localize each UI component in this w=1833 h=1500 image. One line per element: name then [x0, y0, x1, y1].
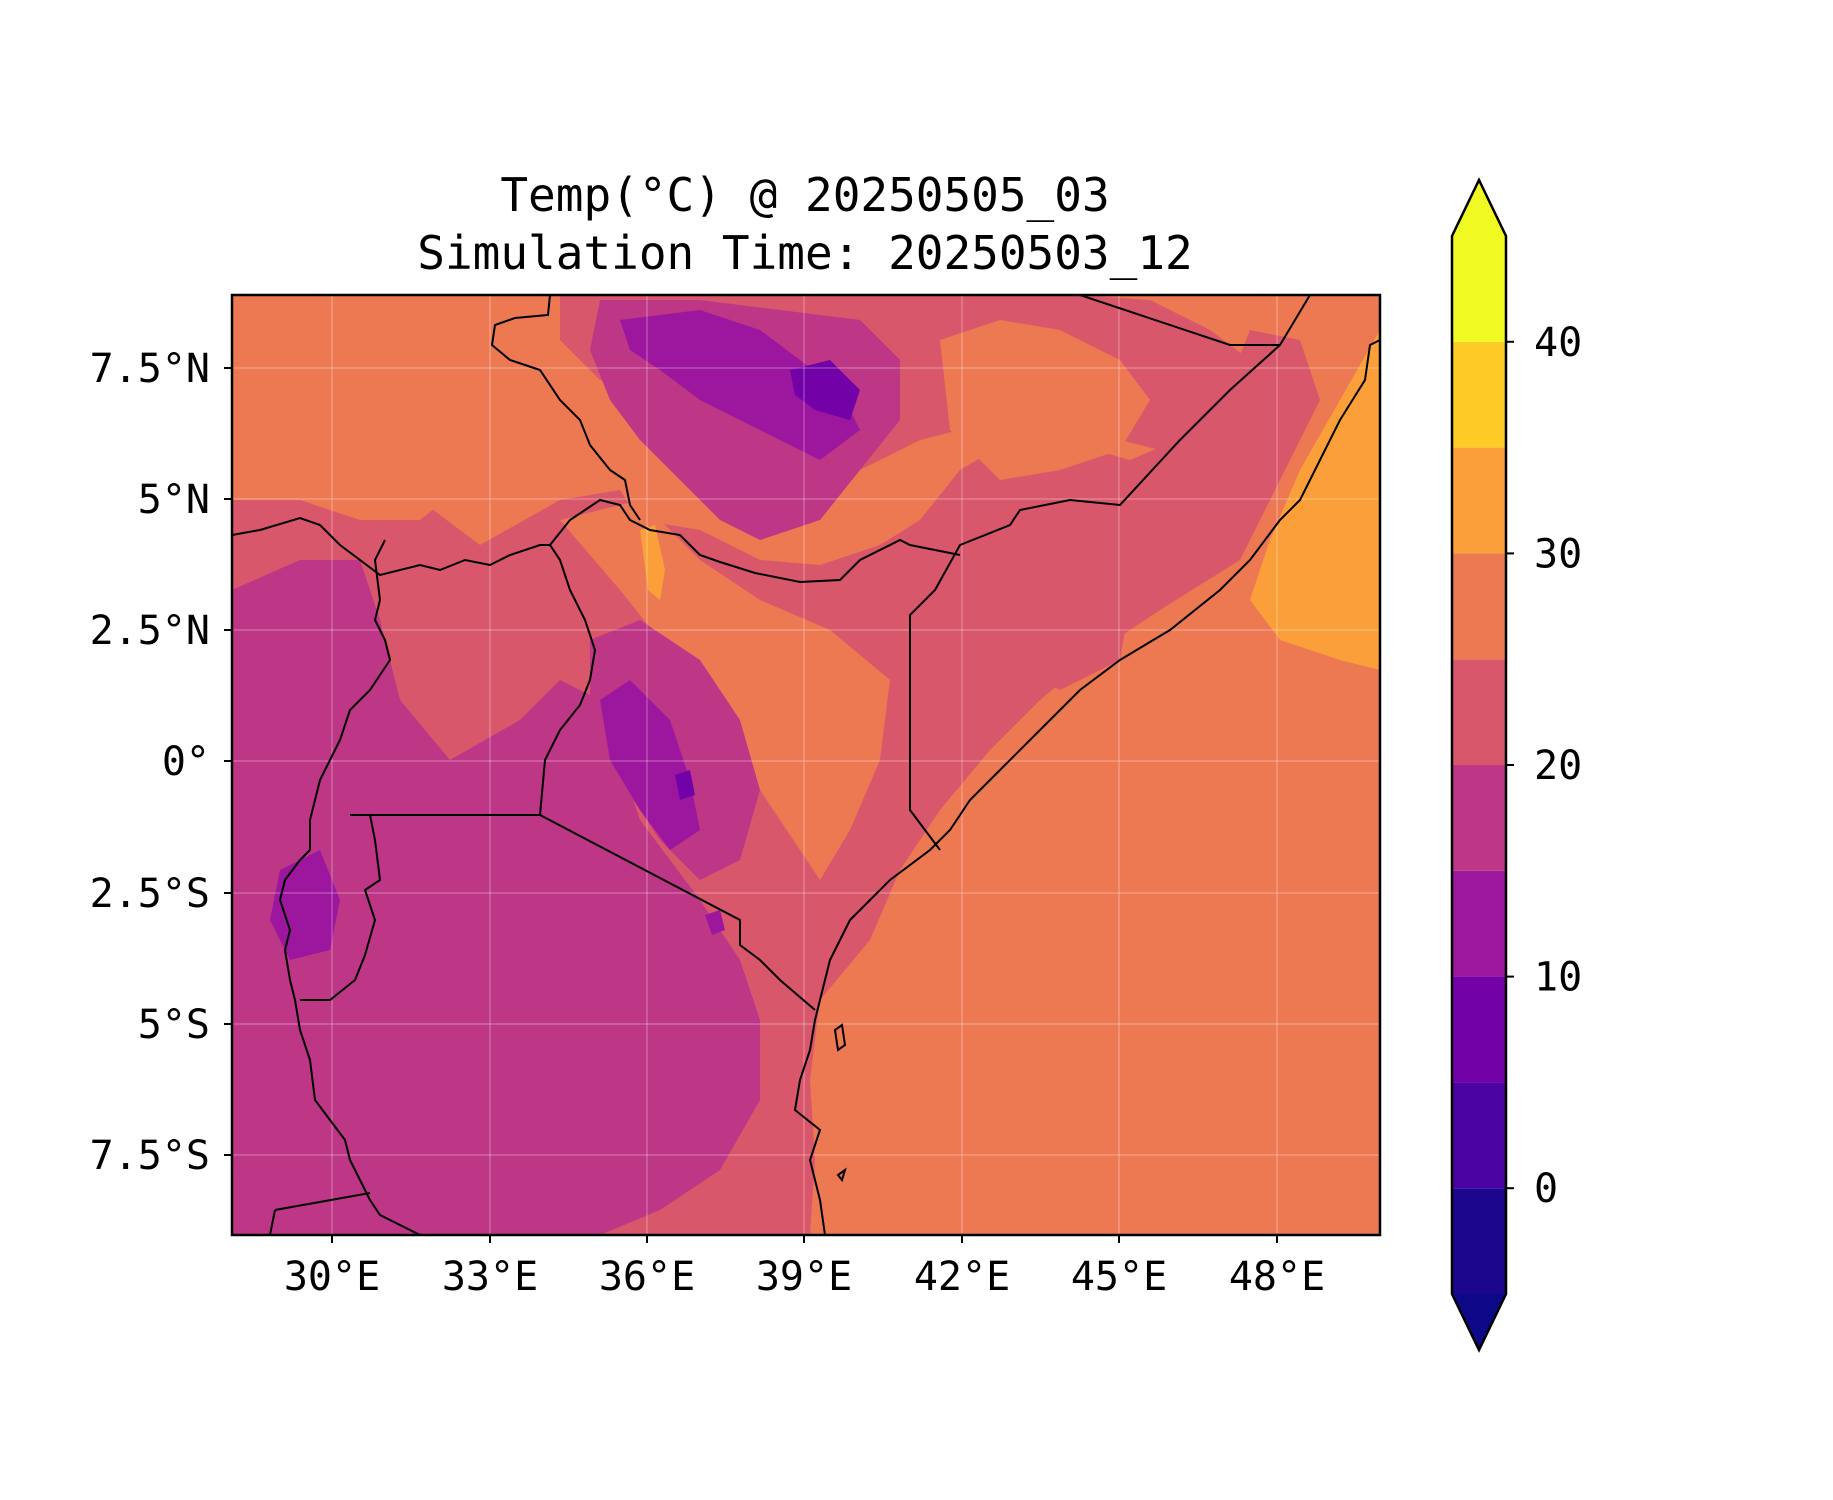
y-tick-label: 7.5°S: [90, 1133, 210, 1179]
border-ethiopia-somalia: [909, 295, 1311, 851]
band-25-30-north-plain: [232, 295, 560, 520]
coastline-east-africa: [793, 339, 1380, 1235]
y-tick-label: 0°: [162, 739, 210, 785]
x-tick-label: 36°E: [599, 1254, 695, 1300]
border-kenya-tanzania: [539, 814, 816, 1011]
colorbar-tick-label: 20: [1534, 743, 1582, 789]
colorbar-band: [1452, 976, 1506, 1083]
border-somaliland: [1079, 295, 1280, 346]
x-tick-label: 45°E: [1071, 1254, 1167, 1300]
x-axis: 30°E 33°E 36°E 39°E 42°E 45°E 48°E: [284, 1235, 1325, 1300]
border-lake-tanganyika: [279, 899, 421, 1235]
band-20-25-east-blob: [980, 560, 1130, 690]
band-30-35-somali-sea: [1250, 330, 1380, 670]
map-subtitle: Simulation Time: 20250503_12: [417, 226, 1193, 280]
band-10-15-ethiopia-core: [620, 310, 860, 460]
gridlines: [232, 295, 1380, 1235]
y-axis: 7.5°N 5°N 2.5°N 0° 2.5°S 5°S 7.5°S: [90, 346, 232, 1179]
y-tick-label: 2.5°S: [90, 871, 210, 917]
y-tick-label: 7.5°N: [90, 346, 210, 392]
band-5-10-ethiopia-peak: [790, 360, 860, 420]
border-uganda-kenya: [539, 679, 591, 816]
y-tick-label: 5°S: [138, 1002, 210, 1048]
y-tick-label: 2.5°N: [90, 608, 210, 654]
band-15-20-western: [232, 560, 760, 1235]
colorbar-band: [1452, 1188, 1506, 1294]
band-10-15-rift: [600, 680, 700, 850]
border-sudan-ethiopia: [490, 295, 641, 521]
x-tick-label: 48°E: [1229, 1254, 1325, 1300]
colorbar-band: [1452, 341, 1506, 448]
island-zanzibar: [833, 1023, 847, 1052]
x-tick-label: 33°E: [442, 1254, 538, 1300]
border-south-tip: [269, 1209, 276, 1235]
x-tick-label: 42°E: [914, 1254, 1010, 1300]
colorbar-band: [1452, 553, 1506, 660]
x-tick-label: 30°E: [284, 1254, 380, 1300]
colorbar-tick-label: 10: [1534, 955, 1582, 1001]
colorbar-band: [1452, 1082, 1506, 1189]
border-rwanda-burundi: [300, 814, 382, 1001]
band-5-10-mt-kenya: [675, 770, 695, 800]
borders-coastlines: [232, 295, 1380, 1235]
border-south-tanzania: [274, 1192, 371, 1211]
colorbar-band: [1452, 870, 1506, 977]
colorbar-band: [1452, 765, 1506, 871]
band-25-30-ogaden: [940, 320, 1150, 480]
border-congo-uganda: [309, 539, 392, 850]
band-30-35-turkana: [640, 525, 665, 600]
colorbar-tick-label: 40: [1534, 320, 1582, 366]
map-frame: [230, 293, 1382, 1237]
border-rwanda-west: [279, 849, 311, 901]
x-tick-label: 39°E: [756, 1254, 852, 1300]
colorbar-under-triangle: [1452, 1294, 1506, 1350]
colorbar-tick-label: 30: [1534, 531, 1582, 577]
map-title: Temp(°C) @ 20250505_03: [500, 168, 1110, 222]
colorbar: 0 10 20 30 40: [1450, 177, 1582, 1353]
colorbar-outline: [1450, 177, 1508, 1353]
y-tick-label: 5°N: [138, 477, 210, 523]
colorbar-band: [1452, 236, 1506, 342]
colorbar-over-triangle: [1452, 180, 1506, 236]
band-25-30-plateau: [560, 500, 890, 880]
band-10-15-kilimanjaro: [705, 910, 725, 935]
border-kenya-ethiopia: [549, 498, 961, 584]
colorbar-band: [1452, 659, 1506, 765]
colorbar-tick-label: 0: [1534, 1166, 1558, 1212]
border-south-sudan-uganda: [232, 516, 597, 681]
island-mafia: [836, 1167, 847, 1183]
colorbar-band: [1452, 447, 1506, 554]
temperature-map: [232, 295, 1380, 1235]
